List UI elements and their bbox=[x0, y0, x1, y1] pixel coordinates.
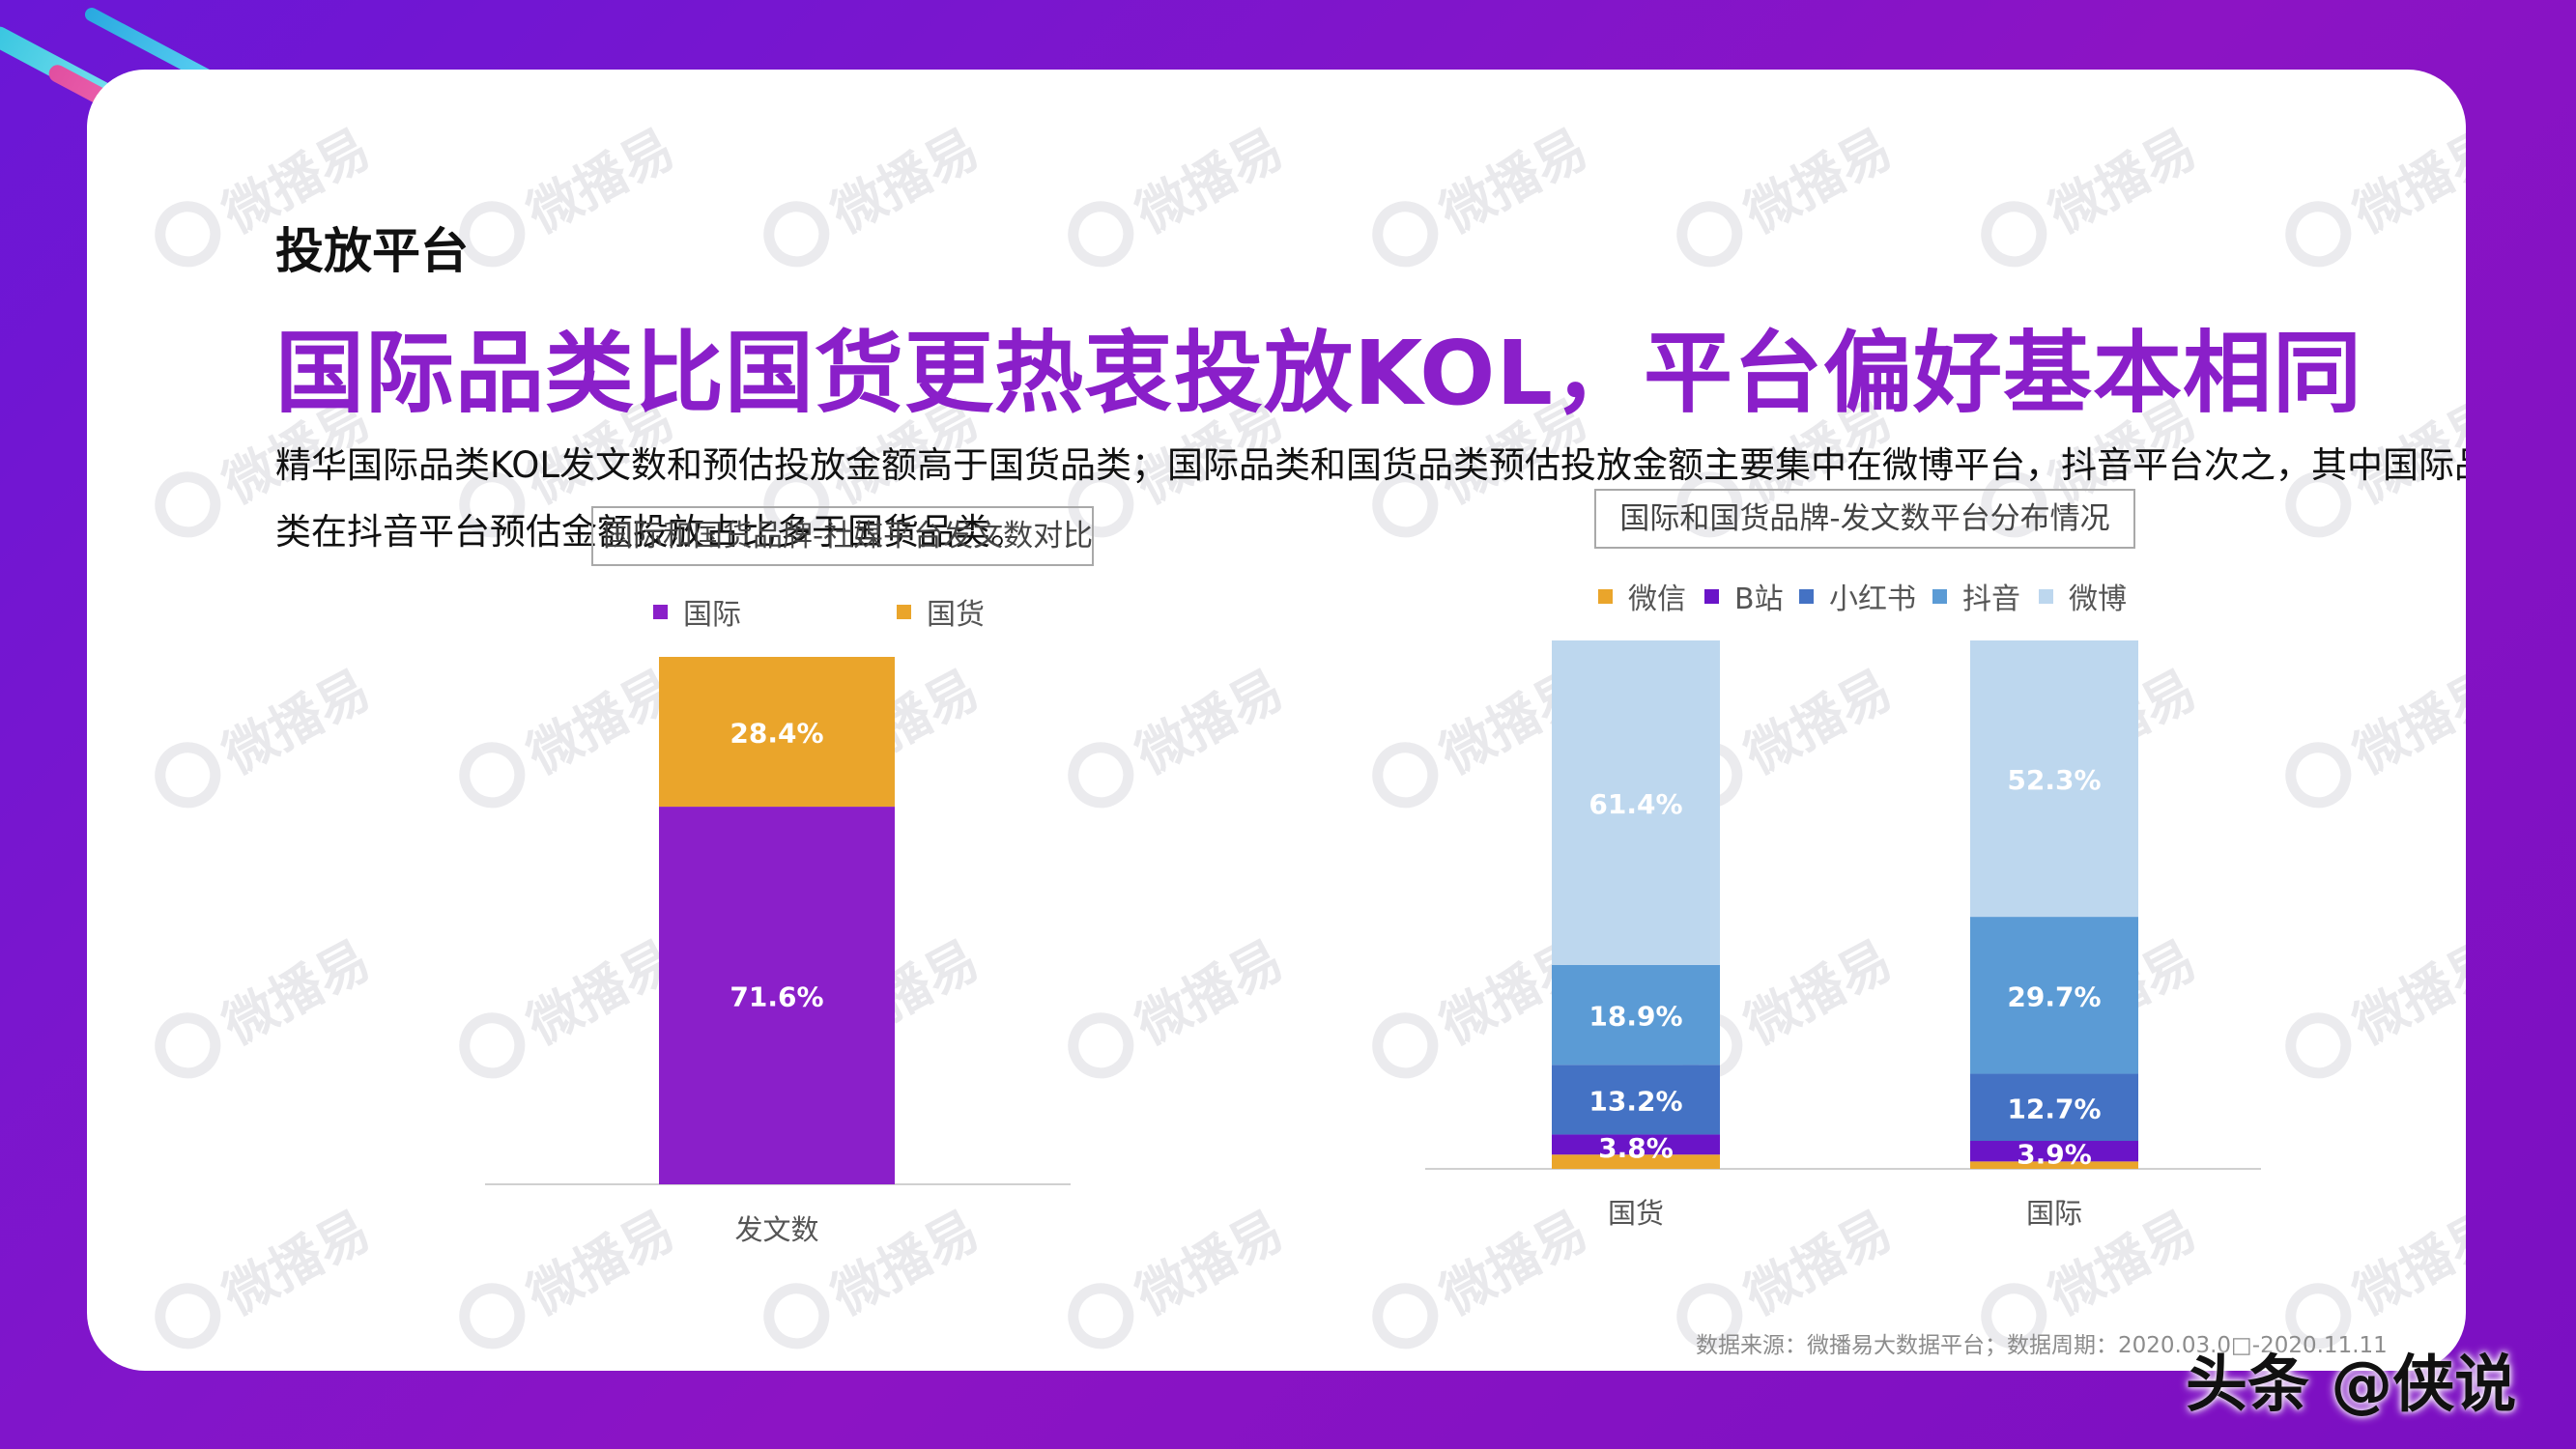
bar-segment-微博 bbox=[1552, 640, 1720, 965]
legend-swatch bbox=[1598, 588, 1613, 604]
data-label: 52.3% bbox=[2007, 764, 2101, 796]
bar-segment-国货 bbox=[659, 657, 895, 808]
bar-segment-B站 bbox=[1552, 1134, 1720, 1155]
data-label: 12.7% bbox=[2007, 1093, 2101, 1124]
legend-label: 抖音 bbox=[1962, 582, 2020, 616]
data-label: 3.9% bbox=[2017, 1139, 2092, 1171]
data-label: 13.2% bbox=[1589, 1085, 1682, 1117]
bar-segment-小红书 bbox=[1970, 1073, 2138, 1142]
chart2-legend-douyin: 抖音 bbox=[1932, 575, 2020, 617]
content-card: 微播易 微播易 微播易 微播易 微播易 微播易 微播易 微播易 微播易 微播易 微播易 微播易 微播易微… bbox=[87, 70, 2466, 1371]
legend-swatch bbox=[1932, 588, 1947, 604]
bar-segment-抖音 bbox=[1552, 964, 1720, 1065]
data-source-note: 数据来源：微播易大数据平台；数据周期：2020.03.0□-2020.11.11 bbox=[1696, 1333, 2388, 1358]
legend-swatch bbox=[2039, 588, 2053, 604]
bar-segment-B站 bbox=[1970, 1141, 2138, 1162]
data-label: 28.4% bbox=[730, 718, 823, 750]
legend-swatch bbox=[653, 604, 668, 619]
bar-segment-微信 bbox=[1970, 1161, 2138, 1169]
legend-label: 国货 bbox=[927, 598, 985, 632]
chart2-title: 国际和国货品牌-发文数平台分布情况 bbox=[1594, 489, 2135, 549]
bar-segment-抖音 bbox=[1970, 917, 2138, 1074]
data-label: 61.4% bbox=[1589, 788, 1682, 820]
legend-swatch bbox=[897, 604, 911, 619]
legend-label: 微博 bbox=[2069, 582, 2127, 616]
chart2-legend-weibo: 微博 bbox=[2039, 575, 2127, 617]
chart1-legend-domestic: 国货 bbox=[897, 590, 985, 633]
data-label: 71.6% bbox=[730, 981, 823, 1013]
category-tick-label: 国货 bbox=[1608, 1197, 1664, 1230]
legend-label: 小红书 bbox=[1829, 582, 1916, 616]
chart1-title: 国际和国货品牌-社媒平台发文数对比 bbox=[591, 506, 1094, 566]
description-text: 精华国际品类KOL发文数和预估投放金额高于国货品类；国际品类和国货品类预估投放金… bbox=[275, 444, 2466, 553]
bar-segment-小红书 bbox=[1552, 1065, 1720, 1135]
legend-swatch bbox=[1704, 588, 1719, 604]
chart2-legend-xiaohongshu: 小红书 bbox=[1799, 575, 1916, 617]
category-tick-label: 国际 bbox=[2026, 1197, 2082, 1230]
legend-label: 微信 bbox=[1628, 582, 1686, 616]
page-headline: 国际品类比国货更热衷投放KOL，平台偏好基本相同 bbox=[275, 322, 2362, 425]
chart1-plot: 71.6% 28.4% 发文数 3.8% 13.2% 18.9% 61.4% 国货 3.9% 12… bbox=[485, 640, 2261, 1246]
legend-label: 国际 bbox=[683, 598, 741, 632]
toutiao-watermark: 头条 @侠说 bbox=[2186, 1350, 2517, 1421]
data-label: 18.9% bbox=[1589, 1001, 1682, 1033]
bar-segment-国际 bbox=[659, 807, 895, 1184]
legend-label: B站 bbox=[1734, 582, 1784, 616]
bar-segment-微信 bbox=[1552, 1154, 1720, 1169]
bar-segment-微博 bbox=[1970, 640, 2138, 918]
data-label: 29.7% bbox=[2007, 980, 2101, 1012]
category-tick-label: 发文数 bbox=[734, 1213, 818, 1246]
legend-swatch bbox=[1799, 588, 1814, 604]
chart2-legend-bzhan: B站 bbox=[1704, 575, 1784, 617]
data-label: 3.8% bbox=[1598, 1132, 1674, 1164]
section-title: 投放平台 bbox=[275, 223, 469, 279]
chart2-legend-weixin: 微信 bbox=[1598, 575, 1686, 617]
chart1-legend-intl: 国际 bbox=[653, 590, 741, 633]
